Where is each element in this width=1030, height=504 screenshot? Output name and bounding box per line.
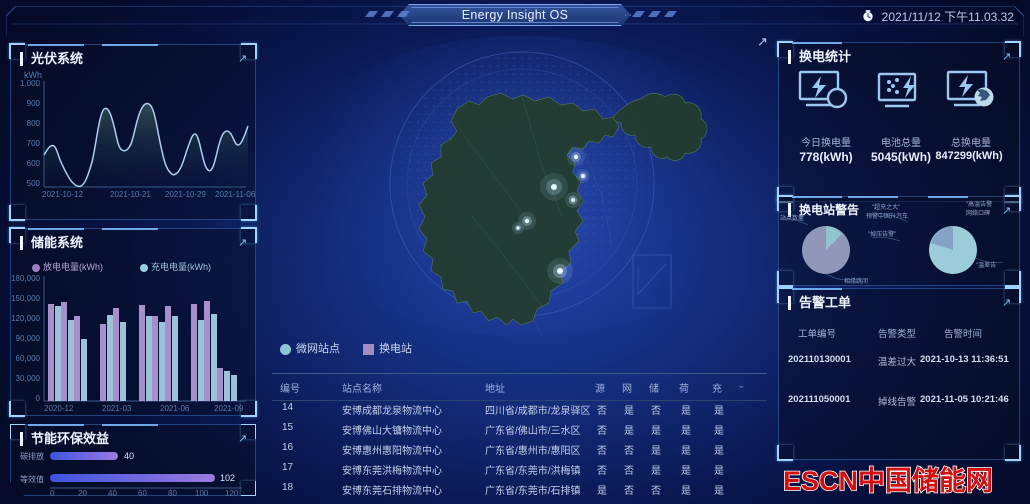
svg-text:"超充之大": "超充之大" [872, 203, 900, 211]
svg-text:700: 700 [27, 139, 41, 148]
svg-text:"温差告: "温差告 [976, 261, 996, 269]
svg-text:600: 600 [27, 159, 41, 168]
svg-text:"高温告警: "高温告警 [966, 200, 992, 208]
svg-text:100: 100 [195, 489, 209, 496]
svg-text:2021-10-12: 2021-10-12 [42, 190, 83, 199]
svg-text:150,000: 150,000 [11, 294, 40, 303]
svg-text:0: 0 [36, 394, 41, 403]
svg-text:120,000: 120,000 [11, 314, 40, 323]
svg-text:等效值: 等效值 [20, 474, 44, 484]
svg-text:2021-10-29: 2021-10-29 [165, 190, 206, 199]
svg-text:120: 120 [225, 489, 239, 496]
svg-text:站点数量: 站点数量 [780, 214, 804, 222]
svg-text:60: 60 [138, 489, 147, 496]
svg-text:碳排放: 碳排放 [20, 451, 44, 461]
svg-text:2021-09: 2021-09 [214, 404, 244, 413]
svg-text:80: 80 [168, 489, 177, 496]
svg-text:102: 102 [220, 473, 235, 483]
svg-text:2020-12: 2020-12 [44, 404, 74, 413]
svg-text:40: 40 [108, 489, 117, 496]
svg-text:网络口碑: 网络口碑 [966, 209, 990, 217]
svg-text:2021-06: 2021-06 [160, 404, 190, 413]
svg-text:20: 20 [78, 489, 87, 496]
svg-text:预警中国升汽车: 预警中国升汽车 [866, 212, 908, 220]
svg-text:2021-03: 2021-03 [102, 404, 132, 413]
svg-text:2021-10-21: 2021-10-21 [110, 190, 151, 199]
svg-text:"掉压告警": "掉压告警" [868, 230, 896, 238]
svg-text:60,000: 60,000 [16, 354, 41, 363]
svg-text:相缘跳闭: 相缘跳闭 [844, 277, 868, 285]
svg-text:1,000: 1,000 [20, 79, 41, 88]
svg-text:0: 0 [50, 489, 55, 496]
svg-text:40: 40 [124, 451, 134, 461]
svg-text:800: 800 [27, 119, 41, 128]
svg-text:900: 900 [27, 99, 41, 108]
svg-text:90,000: 90,000 [16, 334, 41, 343]
svg-text:30,000: 30,000 [16, 374, 41, 383]
svg-text:500: 500 [27, 179, 41, 188]
svg-text:ESCN中国储能网: ESCN中国储能网 [783, 465, 993, 496]
svg-text:180,000: 180,000 [11, 274, 40, 283]
svg-text:2021-11-06: 2021-11-06 [215, 190, 256, 199]
